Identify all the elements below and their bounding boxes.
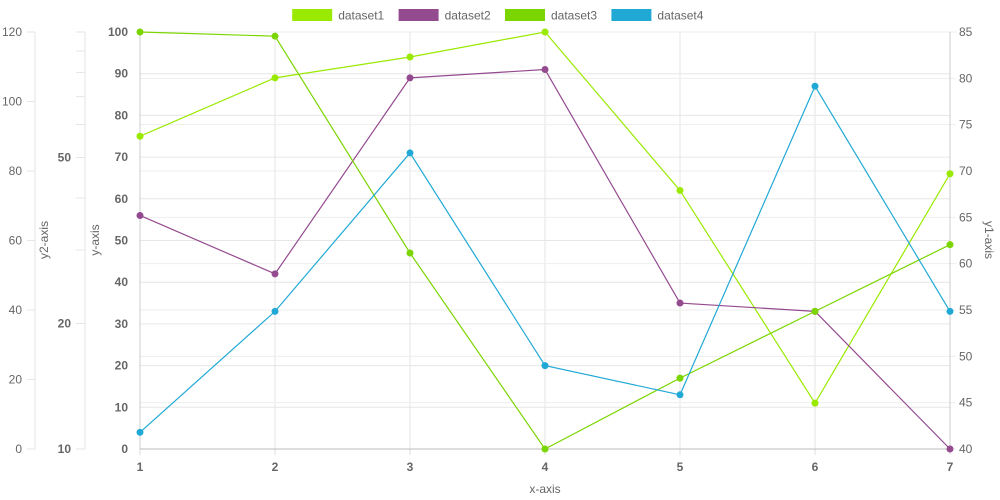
y1-tick-label: 55 <box>959 303 973 317</box>
y1-tick-label: 85 <box>959 25 973 39</box>
legend-label: dataset4 <box>657 9 703 23</box>
legend-label: dataset1 <box>338 9 384 23</box>
y3-tick-label: 50 <box>58 151 72 165</box>
y1-axis-title: y1-axis <box>982 221 996 259</box>
y1-tick-label: 60 <box>959 257 973 271</box>
x-tick-label: 7 <box>947 460 954 474</box>
legend-swatch <box>611 9 652 21</box>
data-point-dataset3[interactable] <box>676 374 684 382</box>
legend-label: dataset3 <box>551 9 597 23</box>
data-point-dataset3[interactable] <box>946 241 954 249</box>
x-tick-label: 1 <box>137 460 144 474</box>
data-point-dataset4[interactable] <box>136 428 144 436</box>
data-point-dataset4[interactable] <box>541 362 549 370</box>
data-point-dataset4[interactable] <box>406 149 414 157</box>
legend-label: dataset2 <box>445 9 491 23</box>
data-point-dataset1[interactable] <box>946 170 954 178</box>
legend-item-dataset4[interactable]: dataset4 <box>611 9 704 23</box>
y1-tick-label: 40 <box>959 442 973 456</box>
y-tick-label: 60 <box>115 192 129 206</box>
y1-tick-label: 45 <box>959 396 973 410</box>
y2-tick-label: 40 <box>9 303 23 317</box>
y1-tick-label: 70 <box>959 164 973 178</box>
y-tick-label: 90 <box>115 67 129 81</box>
data-point-dataset1[interactable] <box>676 186 684 194</box>
legend[interactable]: dataset1 dataset2 dataset3 dataset4 <box>292 9 704 23</box>
x-tick-label: 6 <box>812 460 819 474</box>
x-axis-title: x-axis <box>529 482 560 496</box>
data-point-dataset2[interactable] <box>406 74 414 82</box>
y2-tick-label: 0 <box>15 442 22 456</box>
data-point-dataset1[interactable] <box>811 399 819 407</box>
y1-tick-label: 50 <box>959 349 973 363</box>
data-point-dataset2[interactable] <box>676 299 684 307</box>
data-point-dataset2[interactable] <box>541 66 549 74</box>
data-point-dataset1[interactable] <box>271 74 279 82</box>
data-point-dataset3[interactable] <box>406 249 414 257</box>
y3-tick-label: 10 <box>58 442 72 456</box>
y-tick-label: 100 <box>108 25 128 39</box>
x-tick-label: 5 <box>677 460 684 474</box>
data-point-dataset1[interactable] <box>406 53 414 61</box>
data-point-dataset1[interactable] <box>136 132 144 140</box>
legend-item-dataset1[interactable]: dataset1 <box>292 9 385 23</box>
y-tick-label: 50 <box>115 234 129 248</box>
y1-tick-label: 80 <box>959 71 973 85</box>
data-point-dataset3[interactable] <box>136 28 144 36</box>
y-tick-label: 30 <box>115 317 129 331</box>
y2-tick-label: 100 <box>2 95 22 109</box>
legend-swatch <box>398 9 439 21</box>
legend-swatch <box>292 9 333 21</box>
data-point-dataset3[interactable] <box>271 32 279 40</box>
y-tick-label: 80 <box>115 108 129 122</box>
y2-tick-label: 60 <box>9 234 23 248</box>
y1-tick-label: 65 <box>959 210 973 224</box>
data-point-dataset3[interactable] <box>541 445 549 453</box>
y2-axis-title: y2-axis <box>37 221 51 259</box>
grid <box>139 31 956 450</box>
data-point-dataset2[interactable] <box>271 270 279 278</box>
y2-tick-label: 20 <box>9 373 23 387</box>
axes: 1 2 3 4 5 6 7010203040506070809010040455055606… <box>2 25 973 474</box>
data-point-dataset1[interactable] <box>541 28 549 36</box>
x-tick-label: 4 <box>542 460 549 474</box>
data-point-dataset3[interactable] <box>811 307 819 315</box>
y1-tick-label: 75 <box>959 118 973 132</box>
series-points <box>136 28 954 453</box>
y-tick-label: 40 <box>115 275 129 289</box>
y2-tick-label: 120 <box>2 25 22 39</box>
y-tick-label: 0 <box>121 442 128 456</box>
legend-swatch <box>505 9 545 21</box>
data-point-dataset4[interactable] <box>271 307 279 315</box>
legend-item-dataset2[interactable]: dataset2 <box>398 9 491 23</box>
y3-tick-label: 20 <box>58 316 72 330</box>
x-tick-label: 2 <box>272 460 279 474</box>
y-tick-label: 10 <box>115 400 129 414</box>
legend-item-dataset3[interactable]: dataset3 <box>505 9 597 23</box>
y2-tick-label: 80 <box>9 164 23 178</box>
data-point-dataset4[interactable] <box>946 307 954 315</box>
data-point-dataset4[interactable] <box>811 82 819 90</box>
y-tick-label: 70 <box>115 150 129 164</box>
x-tick-label: 3 <box>407 460 414 474</box>
y-tick-label: 20 <box>115 359 129 373</box>
data-point-dataset2[interactable] <box>136 211 144 219</box>
data-point-dataset2[interactable] <box>946 445 954 453</box>
data-point-dataset4[interactable] <box>676 391 684 399</box>
y-axis-title: y-axis <box>88 224 102 255</box>
